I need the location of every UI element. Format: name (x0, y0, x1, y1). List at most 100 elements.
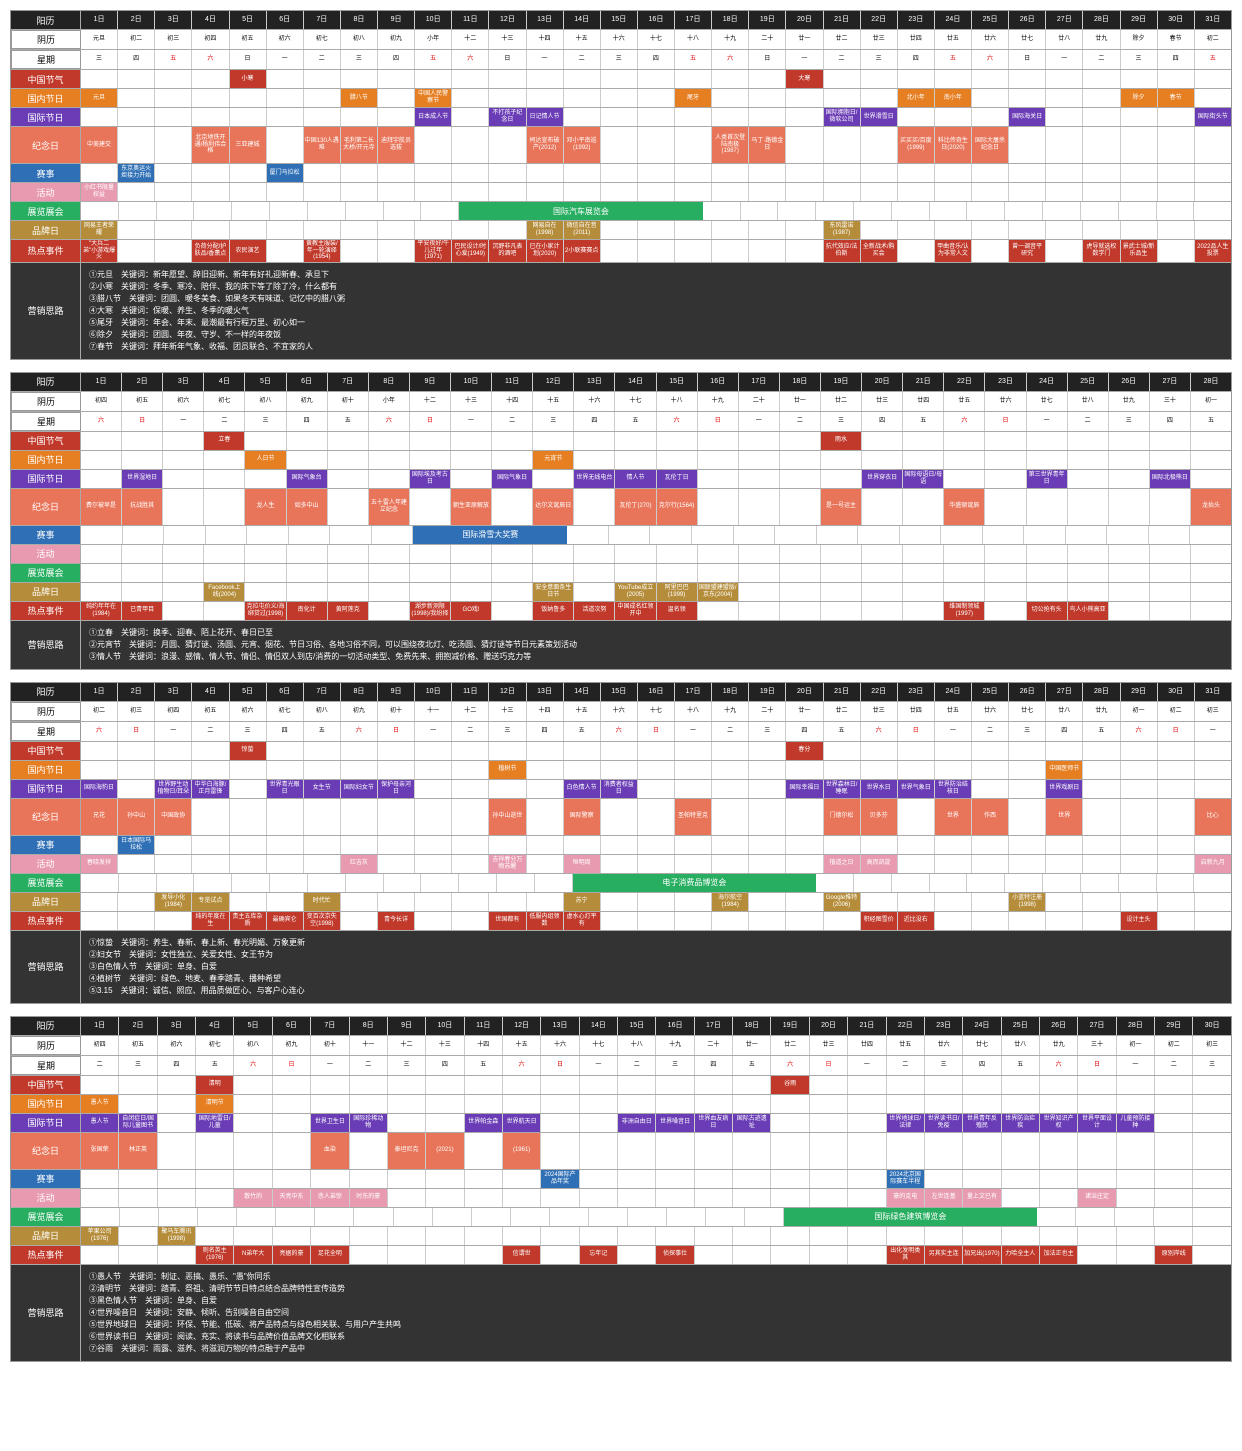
cell (1109, 564, 1150, 582)
cell (656, 1076, 694, 1094)
cell (824, 742, 861, 760)
cell (903, 489, 944, 525)
cell: 国际大屠杀纪念日 (972, 127, 1009, 163)
cell: 毛利第二长大桥/开元寺 (341, 127, 378, 163)
cell (1109, 432, 1150, 450)
cell (733, 1189, 771, 1207)
cell: 瓦伦丁日 (657, 470, 698, 488)
note-line: ⑦春节 关键词：拜年新年气象、收福、团员联合、不宜家的人 (89, 341, 1223, 353)
cell (388, 1246, 426, 1264)
cell: 一 (163, 412, 204, 431)
cell (898, 108, 935, 126)
row-label: 阴历 (11, 392, 81, 411)
cell: 积经图雪价 (861, 912, 898, 930)
cell: 初一 (1117, 1036, 1155, 1055)
cell (1040, 1095, 1078, 1113)
cell: 初六 (230, 702, 267, 721)
cell: 17日 (675, 683, 712, 701)
cell: 4日 (204, 373, 245, 391)
cell (118, 780, 155, 798)
cell: 五 (1002, 1056, 1040, 1075)
cell (308, 202, 346, 220)
cell (465, 1076, 503, 1094)
cell: 四 (426, 1056, 464, 1075)
row-label: 阳历 (11, 11, 81, 29)
cell (267, 761, 304, 779)
cell: 变百次京失空(1998) (304, 912, 341, 930)
cell: 迪拜宇航员选拔 (378, 127, 415, 163)
cell: 四 (574, 412, 615, 431)
cell (369, 564, 410, 582)
cell (267, 221, 304, 239)
cell: 廿五 (887, 1036, 925, 1055)
cell: 三 (341, 50, 378, 69)
cell (155, 127, 192, 163)
cell: 9日 (378, 683, 415, 701)
cell (675, 127, 712, 163)
cell (465, 1170, 503, 1188)
cell: 28日 (1191, 373, 1231, 391)
cell: 设计主头 (1121, 912, 1158, 930)
cell (695, 1246, 733, 1264)
cell (118, 761, 155, 779)
cell (862, 545, 903, 563)
cell: 2024国际产品年奖 (541, 1170, 579, 1188)
cell (230, 893, 267, 911)
cell (618, 1170, 656, 1188)
cell: 二 (492, 412, 533, 431)
cell (963, 1133, 1001, 1169)
cell (935, 108, 972, 126)
row-label: 星期 (11, 1056, 81, 1075)
month-block: 阳历1日2日3日4日5日6日7日8日9日10日11日12日13日14日15日16… (10, 10, 1232, 360)
cell: 廿九 (1040, 1036, 1078, 1055)
cell: 全新战术/购买会 (861, 240, 898, 262)
cell (1083, 780, 1120, 798)
cell (903, 602, 944, 620)
cell: 五 (415, 50, 452, 69)
cell (739, 489, 780, 525)
row-label: 展览展会 (11, 564, 81, 582)
cell: 惊蛰 (230, 742, 267, 760)
cell (527, 893, 564, 911)
cell (1195, 183, 1231, 201)
cell (451, 451, 492, 469)
cell (574, 583, 615, 601)
cell (861, 761, 898, 779)
cell (858, 526, 900, 544)
cell (935, 855, 972, 873)
cell (267, 742, 304, 760)
cell (234, 1170, 272, 1188)
cell (1027, 564, 1068, 582)
cell (749, 836, 786, 854)
cell: 11日 (452, 683, 489, 701)
row-label: 展览展会 (11, 202, 81, 220)
cell (527, 799, 564, 835)
row-label: 活动 (11, 183, 81, 201)
cell (415, 742, 452, 760)
cell: 18日 (712, 683, 749, 701)
cell (638, 893, 675, 911)
cell (410, 451, 451, 469)
cell (972, 108, 1009, 126)
row-label: 中国节气 (11, 432, 81, 450)
cell (935, 221, 972, 239)
cell: 张国荣 (81, 1133, 119, 1169)
cell: 廿七 (1009, 702, 1046, 721)
cell: 日 (489, 50, 526, 69)
row-label: 阴历 (11, 1036, 81, 1055)
cell (898, 240, 935, 262)
cell: 廿五 (944, 392, 985, 411)
cell: 五 (465, 1056, 503, 1075)
cell: 巴民设计/时心爱(1949) (452, 240, 489, 262)
cell (378, 240, 415, 262)
cell (712, 799, 749, 835)
cell (1195, 836, 1231, 854)
cell: 十五 (503, 1036, 541, 1055)
cell (985, 432, 1026, 450)
cell (1158, 761, 1195, 779)
cell (119, 1076, 157, 1094)
cell (712, 780, 749, 798)
cell (786, 127, 823, 163)
cell (824, 127, 861, 163)
cell: 11日 (492, 373, 533, 391)
